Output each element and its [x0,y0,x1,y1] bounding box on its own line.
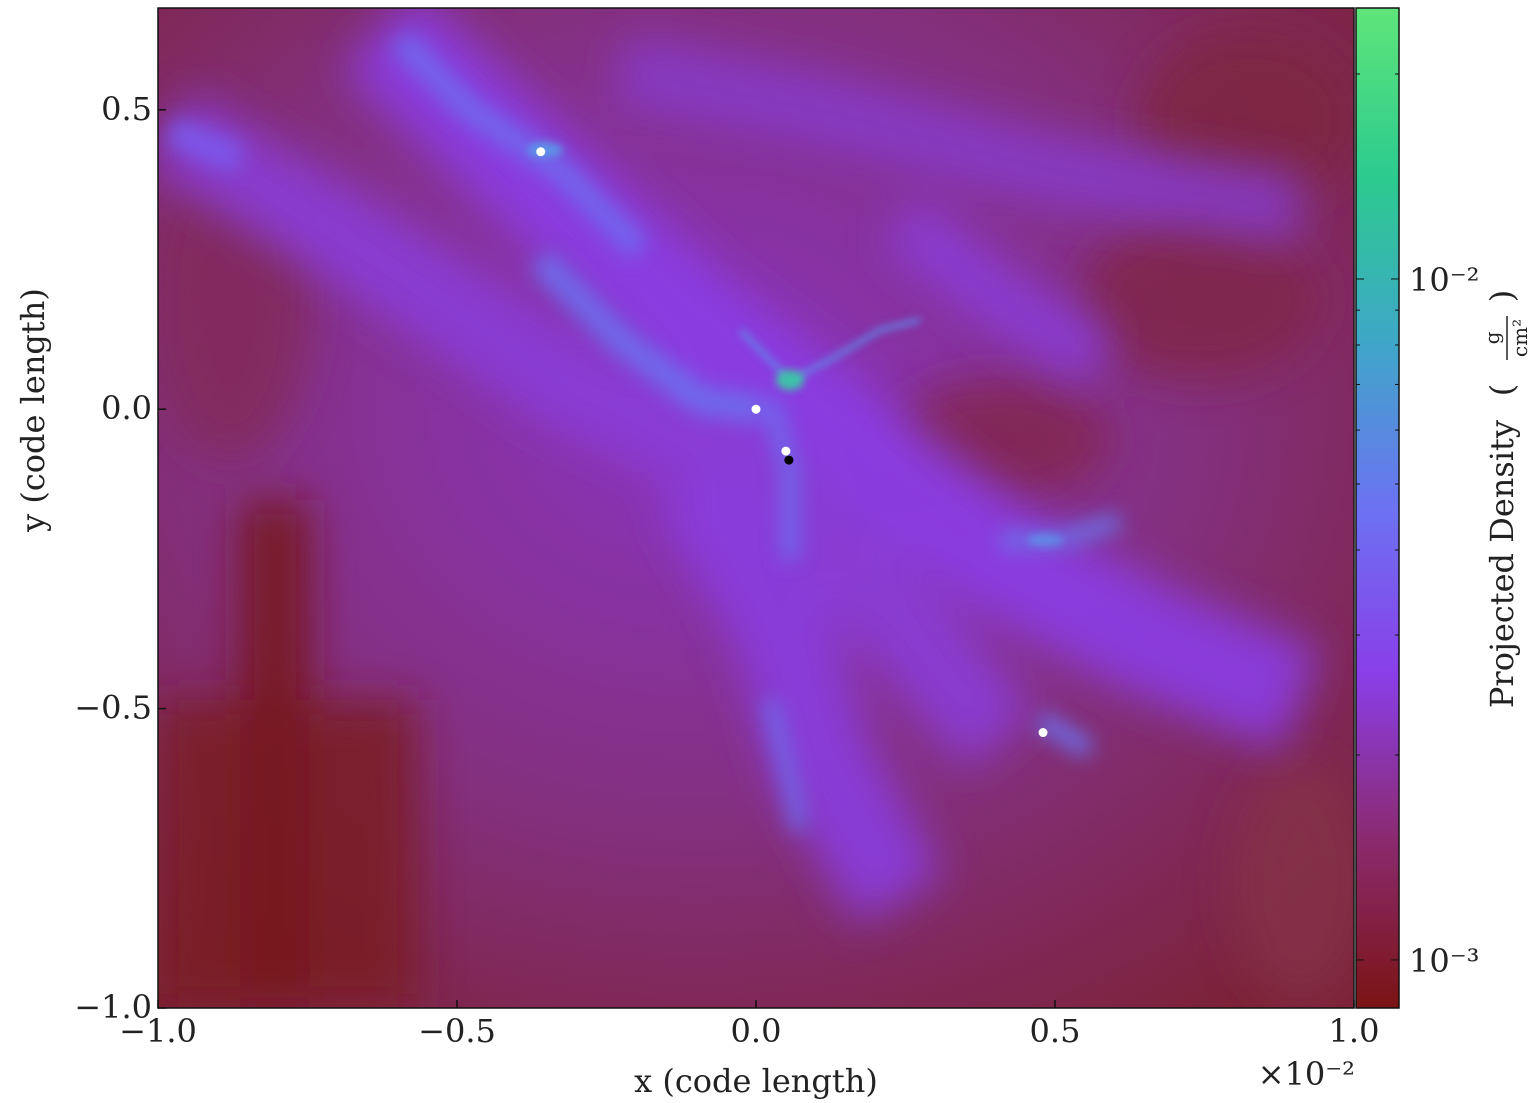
y-tick-label: −1.0 [74,988,152,1026]
x-tick-label: 0.5 [1030,1012,1081,1050]
sink-particle [784,455,794,465]
colorbar-label: Projected Density ( g cm² ) [1480,290,1532,708]
sink-particle [536,147,546,157]
density-image [158,8,1354,1008]
colorbar-units-numerator: g [1480,331,1504,344]
y-tick-label: 0.5 [101,90,152,128]
colorbar-ticks: 10⁻² 10⁻³ [1356,73,1479,980]
sink-particle [781,446,791,456]
x-axis-ticks: −1.0 −0.5 0.0 0.5 1.0 [119,1000,1379,1050]
sink-particle [1038,728,1048,738]
colorbar-tick-label: 10⁻² [1409,261,1479,299]
y-tick-label: −0.5 [74,689,152,727]
colorbar-units-paren-right: ) [1483,290,1521,302]
x-tick-label: 0.0 [731,1012,782,1050]
x-tick-label: −0.5 [418,1012,496,1050]
y-axis-ticks: 0.5 0.0 −0.5 −1.0 [74,90,166,1026]
y-axis-label: y (code length) [14,288,52,533]
colorbar [1355,7,1400,1009]
x-axis-label: x (code length) [634,1062,878,1100]
colorbar-tick-label: 10⁻³ [1409,942,1479,980]
colorbar-units-denominator: cm² [1508,319,1532,357]
x-offset-label: ×10⁻² [1258,1055,1355,1093]
x-tick-label: 1.0 [1329,1012,1380,1050]
sink-particle [751,404,761,414]
colorbar-units-paren-left: ( [1483,384,1521,396]
x-tick-label: −1.0 [119,1012,197,1050]
colorbar-title: Projected Density [1483,420,1521,708]
sink-particles [536,147,1048,738]
y-tick-label: 0.0 [101,389,152,427]
